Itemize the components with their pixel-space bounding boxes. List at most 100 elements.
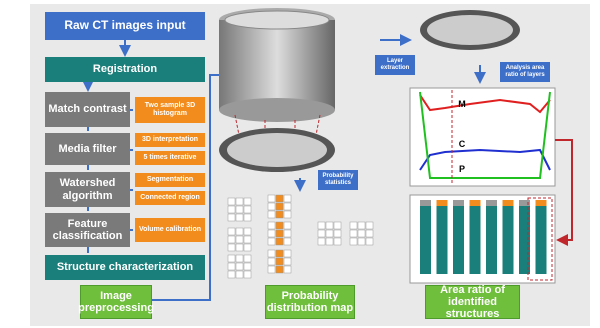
step-box: Watershed algorithm [45,172,130,207]
shape [283,237,292,246]
shape [325,237,334,246]
shape [243,205,252,214]
shape [227,227,236,236]
plot-label: C [458,139,466,150]
shape [283,194,292,203]
shape [227,243,236,252]
shape [275,194,284,203]
shape [453,200,464,206]
option-box: Volume calibration [135,218,205,242]
shape [317,229,326,238]
shape [243,243,252,252]
shape [235,213,244,222]
shape [235,254,244,263]
shape [235,243,244,252]
shape [333,221,342,230]
shape [486,206,497,274]
shape [436,200,448,206]
shape [267,229,276,238]
shape [275,221,284,230]
shape [267,237,276,246]
shape [333,229,342,238]
shape [283,210,292,219]
shape [275,202,284,211]
shape [349,229,358,238]
shape [535,206,547,274]
shape [267,210,276,219]
shape [275,249,284,258]
shape [349,221,358,230]
shape [267,194,276,203]
shape [275,237,284,246]
shape [227,213,236,222]
shape [235,205,244,214]
shape [243,235,252,244]
shape [469,200,481,206]
note-box: Probability statistics [318,170,358,190]
step-box: Media filter [45,133,130,165]
shape [283,265,292,274]
shape [502,206,514,274]
plot-label: M [458,99,466,110]
note-box: Analysis area ratio of layers [500,62,550,82]
shape [227,205,236,214]
shape [469,206,481,274]
shape [267,265,276,274]
shape [365,237,374,246]
shape [243,213,252,222]
shape [283,221,292,230]
caption: Area ratio of identified structures [425,284,520,320]
shape [227,270,236,279]
shape [275,229,284,238]
shape [235,235,244,244]
option-box: Connected region [135,191,205,205]
input-box: Raw CT images input [45,12,205,40]
shape [243,270,252,279]
shape [333,237,342,246]
shape [453,206,464,274]
registration-box: Registration [45,57,205,82]
shape [227,197,236,206]
caption: Probability distribution map [265,285,355,319]
shape [227,262,236,271]
shape [519,200,530,206]
shape [365,229,374,238]
shape [349,237,358,246]
shape [420,206,431,274]
bar-illustration [420,200,547,274]
shape [365,221,374,230]
shape [235,227,244,236]
shape [283,257,292,266]
shape [357,221,366,230]
shape [275,210,284,219]
shape [235,270,244,279]
shape [275,265,284,274]
shape [283,249,292,258]
option-box: Two sample 3D histogram [135,97,205,123]
shape [243,262,252,271]
shape [357,237,366,246]
shape [227,254,236,263]
step-box: Match contrast [45,92,130,127]
shape [436,206,448,274]
caption: Image preprocessing [78,285,154,319]
shape [283,202,292,211]
shape [243,254,252,263]
shape [235,197,244,206]
option-box: 3D interpretation [135,133,205,147]
matrix-grid [227,194,374,279]
shape [317,237,326,246]
shape [317,221,326,230]
shape [227,235,236,244]
shape [325,229,334,238]
note-box: Layer extraction [375,55,415,75]
shape [283,229,292,238]
shape [357,229,366,238]
shape [325,221,334,230]
option-box: Segmentation [135,173,205,187]
shape [235,262,244,271]
step-box: Feature classification [45,213,130,247]
plot-label: P [458,164,465,175]
shape [243,227,252,236]
shape [267,249,276,258]
